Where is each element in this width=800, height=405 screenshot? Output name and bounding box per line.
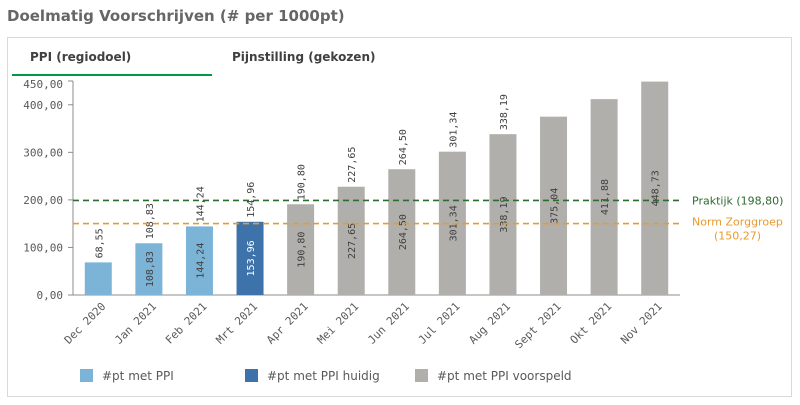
tab-bar: PPI (regiodoel) Pijnstilling (gekozen) — [8, 38, 791, 76]
x-tick-label: Dec 2020 — [62, 300, 109, 347]
bar-value-label: 338,19 — [499, 197, 510, 233]
legend-label: #pt met PPI huidig — [267, 369, 380, 383]
x-tick-label: Mrt 2021 — [214, 300, 261, 347]
x-tick-label: Apr 2021 — [264, 300, 311, 347]
y-tick-label: 0,00 — [37, 289, 64, 302]
bar — [540, 116, 568, 295]
y-tick-label: 400,00 — [23, 99, 63, 112]
tab-ppi-regiodoel[interactable]: PPI (regiodoel) — [12, 38, 212, 76]
reference-line-label: (150,27) — [714, 230, 761, 243]
x-tick-label: Sept 2021 — [512, 300, 563, 351]
bar — [388, 169, 416, 295]
x-tick-label: Jan 2021 — [112, 300, 159, 347]
bar-top-label: 108,83 — [145, 203, 156, 239]
reference-line-label: Praktijk (198,80) — [692, 194, 783, 207]
bar-top-label: 68,55 — [94, 228, 105, 258]
x-tick-label: Okt 2021 — [568, 300, 615, 347]
bar-top-label: 264,50 — [398, 129, 409, 165]
bar-value-label: 190,80 — [297, 232, 308, 268]
bar — [84, 262, 112, 295]
reference-line-label: Norm Zorggroep — [692, 216, 783, 229]
bar-value-label: 108,83 — [145, 251, 156, 287]
y-tick-label: 300,00 — [23, 146, 63, 159]
bar — [489, 134, 517, 295]
bar — [185, 226, 213, 295]
tab-pijnstilling-gekozen[interactable]: Pijnstilling (gekozen) — [232, 50, 376, 64]
legend-swatch — [80, 369, 93, 382]
bar-top-label: 190,80 — [297, 164, 308, 200]
legend-swatch — [245, 369, 258, 382]
bar — [337, 186, 365, 295]
bar-value-label: 264,50 — [398, 214, 409, 250]
page-title: Doelmatig Voorschrijven (# per 1000pt) — [7, 7, 345, 25]
x-tick-label: Jul 2021 — [416, 300, 463, 347]
bar-value-label: 375,04 — [550, 188, 561, 224]
bar — [135, 243, 163, 295]
x-tick-label: Feb 2021 — [163, 300, 210, 347]
bar-value-label: 411,88 — [600, 179, 611, 215]
bar-top-label: 338,19 — [499, 94, 510, 130]
x-tick-label: Jun 2021 — [365, 300, 412, 347]
y-tick-label: 450,00 — [23, 78, 63, 91]
bar — [287, 204, 315, 295]
x-tick-label: Nov 2021 — [618, 300, 665, 347]
bar-value-label: 227,65 — [347, 223, 358, 259]
bar-top-label: 154,96 — [246, 182, 257, 218]
bar-value-label: 153,96 — [246, 240, 257, 276]
bar — [641, 81, 669, 295]
bar-top-label: 301,34 — [448, 112, 459, 148]
legend-swatch — [415, 369, 428, 382]
bar-value-label: 144,24 — [195, 243, 206, 279]
x-tick-label: Aug 2021 — [466, 300, 513, 347]
y-tick-label: 100,00 — [23, 241, 63, 254]
legend-label: #pt met PPI — [102, 369, 174, 383]
x-tick-label: Mei 2021 — [315, 300, 362, 347]
bar — [236, 221, 264, 295]
bar-top-label: 227,65 — [347, 147, 358, 183]
legend-label: #pt met PPI voorspeld — [437, 369, 572, 383]
bar — [590, 99, 618, 296]
bar-value-label: 448,73 — [651, 170, 662, 206]
y-tick-label: 200,00 — [23, 194, 63, 207]
bar-top-label: 144,24 — [195, 186, 206, 222]
